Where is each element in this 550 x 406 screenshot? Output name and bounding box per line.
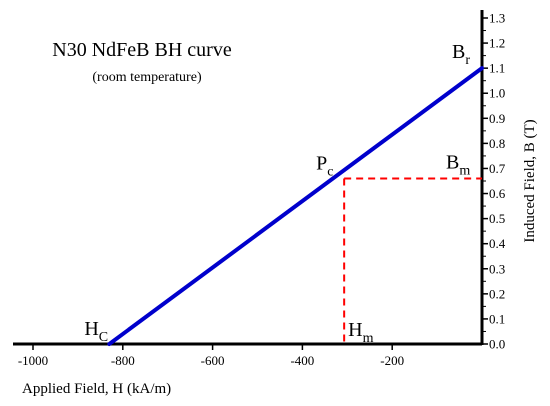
label-subscript: C (99, 330, 108, 345)
label-br: Br (452, 41, 470, 68)
label-subscript: r (465, 53, 470, 68)
operating-point-guides (343, 177, 482, 344)
y-tick-label: 0.7 (489, 161, 506, 176)
y-tick-label: 1.0 (489, 86, 505, 101)
label-pc: Pc (316, 152, 333, 179)
x-axis-label: Applied Field, H (kA/m) (22, 381, 171, 397)
series (107, 66, 484, 346)
label-subscript: m (459, 163, 470, 178)
y-tick-label: 0.5 (489, 211, 505, 226)
x-tick-label: -400 (290, 353, 314, 368)
x-tick-label: -1000 (18, 353, 48, 368)
y-tick-label: 0.6 (489, 186, 506, 201)
label-hc: HC (84, 318, 108, 345)
y-tick-label: 0.4 (489, 236, 506, 251)
label-main: P (316, 152, 327, 174)
y-tick-label: 1.1 (489, 61, 505, 76)
y-tick-label: 1.2 (489, 36, 505, 51)
label-subscript: c (327, 164, 333, 179)
label-main: B (446, 151, 459, 173)
y-tick-label: 0.2 (489, 286, 505, 301)
chart-title: N30 NdFeB BH curve (52, 39, 232, 61)
y-tick-label: 1.3 (489, 11, 505, 26)
x-tick-label: -800 (111, 353, 135, 368)
label-main: H (348, 319, 362, 341)
bh-curve-line (107, 66, 484, 346)
label-hm: Hm (348, 319, 373, 346)
y-tick-label: 0.3 (489, 261, 505, 276)
x-tick-label: -600 (201, 353, 225, 368)
label-bm: Bm (446, 151, 470, 178)
y-tick-label: 0.8 (489, 136, 505, 151)
y-tick-label: 0.0 (489, 337, 505, 352)
label-main: B (452, 41, 465, 63)
y-axis-label: Induced Field, B (T) (522, 119, 538, 242)
x-tick-label: -200 (380, 353, 404, 368)
y-tick-label: 0.9 (489, 111, 505, 126)
ticks: -1000 -800 -600 -400 -200 0.0 0.1 0.2 0.3 0.4 0.5 0… (18, 11, 506, 369)
label-main: H (84, 318, 98, 340)
y-tick-label: 0.1 (489, 311, 505, 326)
label-subscript: m (363, 331, 374, 346)
chart-subtitle: (room temperature) (92, 70, 202, 85)
